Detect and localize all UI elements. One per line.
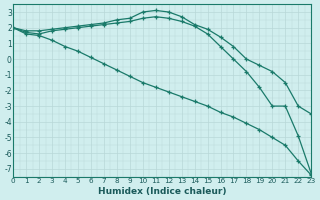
X-axis label: Humidex (Indice chaleur): Humidex (Indice chaleur) [98, 187, 227, 196]
